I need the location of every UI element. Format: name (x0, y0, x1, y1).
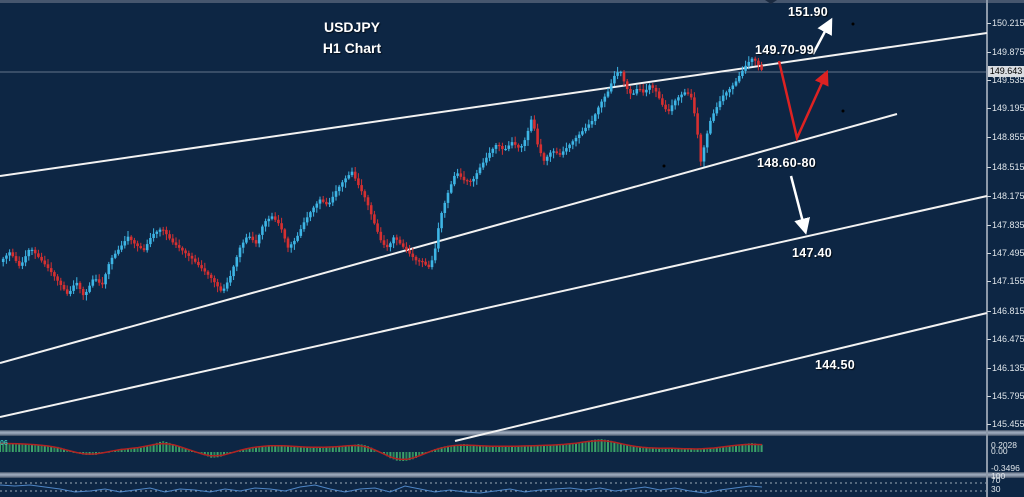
rsi-axis-label: 70 (991, 475, 1001, 485)
price-axis-tick (987, 396, 991, 397)
trendlines[interactable] (0, 32, 988, 442)
price-axis-label: 146.475 (992, 334, 1024, 344)
price-axis-tick (987, 23, 991, 24)
chart-symbol: USDJPY (323, 19, 381, 35)
oscillator-axis-label: 0.00 (991, 446, 1008, 456)
annotation-target-down-2: 144.50 (815, 358, 856, 372)
trendline-middle-support (0, 113, 898, 364)
price-axis-tick (987, 339, 991, 340)
red-projection-arrow[interactable] (777, 60, 829, 142)
rsi-level-lines (0, 482, 986, 492)
rsi-line (0, 484, 763, 494)
trendline-upper-channel (0, 32, 988, 177)
annotation-target-up: 151.90 (788, 5, 829, 19)
pane-separator-rsi[interactable] (0, 472, 1024, 478)
annotation-resistance: 149.70-99 (755, 43, 814, 57)
price-axis-tick (987, 281, 991, 282)
annotation-support: 148.60-80 (757, 156, 816, 170)
oscillator-corner-text: 06 (0, 440, 8, 447)
annotation-dots (662, 22, 855, 168)
candlestick-series (1, 56, 763, 301)
oscillator-signal-line (0, 439, 763, 461)
price-axis-label: 145.795 (992, 391, 1024, 401)
price-axis-label: 148.515 (992, 162, 1024, 172)
price-axis-tick (987, 424, 991, 425)
oscillator-axis-label: -0.3496 (991, 463, 1020, 473)
annotation-target-down-1: 147.40 (792, 246, 833, 260)
price-axis-tick (987, 52, 991, 53)
chart-timeframe: H1 Chart (322, 40, 382, 56)
price-axis-tick (987, 80, 991, 81)
price-axis-label: 147.495 (992, 248, 1024, 258)
price-axis-tick (987, 196, 991, 197)
current-price-box: 149.643 (988, 66, 1024, 77)
price-axis-tick (987, 253, 991, 254)
chart-top-border (0, 0, 1024, 3)
price-axis-label: 146.815 (992, 306, 1024, 316)
price-axis-label: 148.175 (992, 191, 1024, 201)
price-axis-tick (987, 167, 991, 168)
price-axis-label: 150.215 (992, 18, 1024, 28)
price-axis-label: 149.535 (992, 75, 1024, 85)
oscillator-axis-label: 0.2028 (991, 440, 1017, 450)
current-bar-position-marker (765, 0, 777, 4)
price-axis-tick (987, 137, 991, 138)
price-axis-border (986, 0, 988, 497)
trendline-lowest-support (454, 312, 988, 442)
price-axis-label: 146.135 (992, 363, 1024, 373)
white-target-arrows[interactable] (789, 17, 833, 235)
price-axis-label: 147.155 (992, 276, 1024, 286)
price-axis-label: 149.875 (992, 47, 1024, 57)
price-axis-label: 145.455 (992, 419, 1024, 429)
chart-title: USDJPY H1 Chart (298, 17, 406, 59)
rsi-axis-label: 100 (991, 471, 1006, 481)
price-axis-tick (987, 311, 991, 312)
pane-separator-oscillator[interactable] (0, 430, 1024, 436)
rsi-axis-label: 30 (991, 484, 1001, 494)
price-axis-tick (987, 108, 991, 109)
price-axis-label: 148.855 (992, 132, 1024, 142)
trendline-lower-channel (0, 195, 988, 418)
price-axis-tick (987, 225, 991, 226)
price-axis-label: 147.835 (992, 220, 1024, 230)
arrow-to-147.40 (789, 175, 811, 235)
price-axis-label: 149.195 (992, 103, 1024, 113)
arrow-to-151.90 (811, 17, 833, 55)
price-axis-tick (987, 368, 991, 369)
